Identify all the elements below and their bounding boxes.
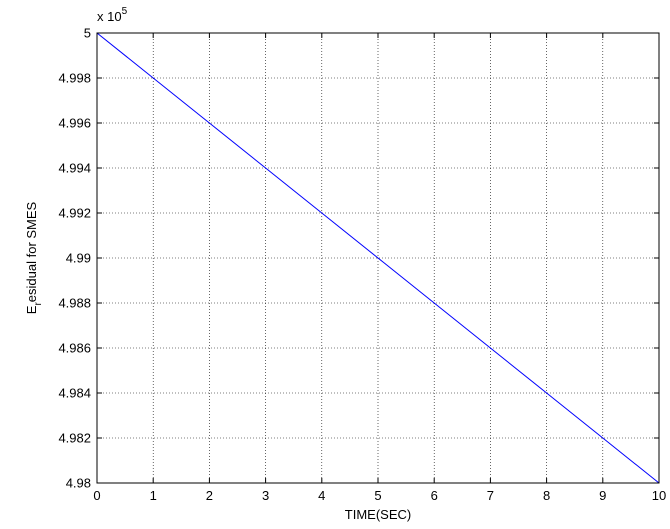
y-tick-label: 4.986 <box>58 341 91 356</box>
y-tick-label: 4.994 <box>58 161 91 176</box>
y-exponent-base: x 10 <box>97 9 122 24</box>
x-tick-label: 9 <box>599 488 606 503</box>
y-exponent-power: 5 <box>122 6 128 17</box>
x-tick-label: 0 <box>93 488 100 503</box>
y-tick-label: 4.982 <box>58 431 91 446</box>
x-tick-label: 6 <box>431 488 438 503</box>
y-tick-label: 4.996 <box>58 116 91 131</box>
x-tick-label: 4 <box>318 488 325 503</box>
x-tick-label: 3 <box>262 488 269 503</box>
y-tick-label: 4.998 <box>58 71 91 86</box>
ticks <box>96 32 660 484</box>
x-axis-label: TIME(SEC) <box>345 507 411 522</box>
series-layer <box>96 32 660 484</box>
y-tick-label: 4.98 <box>66 476 91 491</box>
series-line <box>96 32 660 484</box>
x-tick-label: 5 <box>374 488 381 503</box>
y-tick-label: 5 <box>84 26 91 41</box>
y-axis-label-main: E <box>24 305 39 314</box>
y-tick-label: 4.992 <box>58 206 91 221</box>
x-tick-label: 10 <box>652 488 666 503</box>
tick-labels: 0 1 2 3 4 5 6 7 8 9 10 4.98 4.982 4.984 4.986 4.988 4.99… <box>58 26 666 504</box>
y-tick-label: 4.99 <box>66 251 91 266</box>
y-axis-label-rest: esidual for SMES <box>24 201 39 302</box>
y-tick-label: 4.988 <box>58 296 91 311</box>
x-tick-label: 8 <box>543 488 550 503</box>
x-tick-label: 1 <box>150 488 157 503</box>
grid <box>97 33 659 483</box>
y-tick-label: 4.984 <box>58 386 91 401</box>
y-exponent-label: x 105 <box>97 6 128 24</box>
x-tick-label: 2 <box>206 488 213 503</box>
y-axis-label-subscript: r <box>33 302 44 306</box>
y-axis-label: Eresidual for SMES <box>24 201 44 314</box>
x-tick-label: 7 <box>487 488 494 503</box>
